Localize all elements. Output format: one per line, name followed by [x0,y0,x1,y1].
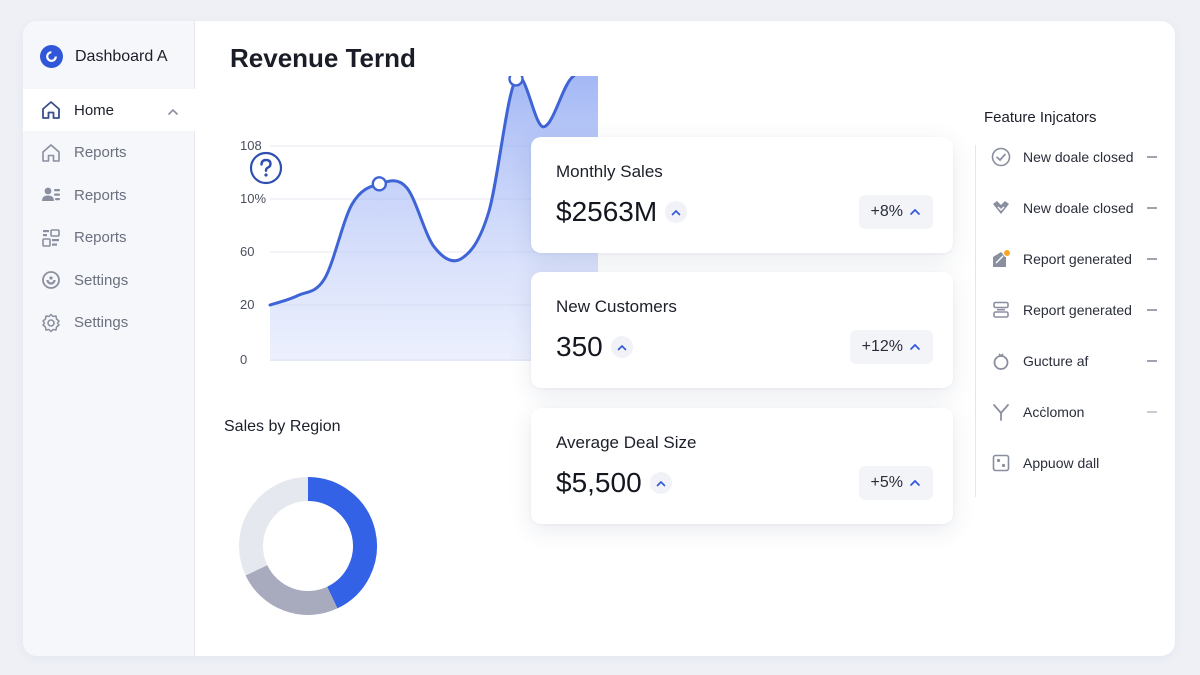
dash-icon [1147,258,1157,260]
list-item-label: Appuow dall [1023,455,1100,471]
list-item[interactable]: Report generated [989,298,1169,322]
kpi-delta-badge: +8% [858,195,933,229]
dash-icon [1147,411,1157,413]
dash-icon [1147,360,1157,362]
kpi-delta-badge: +12% [849,330,933,364]
donut-slice-3[interactable] [239,477,309,576]
kpi-card-average-deal-size[interactable]: Average Deal Size $5,500 +5% [531,408,953,524]
chevron-up-icon [910,208,920,215]
home-icon [39,98,63,122]
brand-name: Dashboard A [75,47,168,65]
sidebar-item-reports[interactable]: Reports [23,132,195,174]
sidebar-item-label: Reports [74,186,127,204]
brand-logo-icon [40,45,63,68]
kpi-value: $2563M [556,196,688,228]
sales-by-region-title: Sales by Region [224,418,341,435]
chevron-up-icon[interactable] [167,103,179,120]
data-point-marker[interactable] [508,71,524,87]
kpi-label: New Customers [556,297,677,316]
list-item-label: Acċlomon [1023,404,1085,420]
kpi-value-text: 350 [556,331,603,362]
revenue-area [270,62,598,361]
sidebar-item-label: Home [74,101,115,119]
trend-up-icon [649,472,672,494]
check-circle-icon [989,145,1013,169]
y-tick-label: 108 [240,138,262,153]
y-tick-label: 20 [240,297,254,312]
kpi-delta-text: +12% [861,338,903,355]
list-item[interactable]: Acċlomon [989,400,1169,424]
sidebar-item-reports-users[interactable]: Reports [23,174,195,216]
handshake-icon [989,196,1013,220]
kpi-label: Monthly Sales [556,162,663,181]
kpi-delta-badge: +5% [858,466,933,500]
divider [975,145,976,497]
list-item-label: Report generated [1023,251,1132,267]
dash-icon [1147,309,1157,311]
stack-icon [989,298,1013,322]
kpi-value-text: $2563M [556,196,658,227]
users-icon [39,183,63,207]
trend-up-icon [610,336,633,358]
page-title: Revenue Ternd [230,43,416,73]
sidebar-item-settings[interactable]: Settings [23,259,195,301]
chevron-up-icon [910,479,920,486]
list-item[interactable]: New doale closed [989,196,1169,220]
revenue-line [268,61,600,307]
data-point-marker[interactable] [371,176,388,192]
list-item[interactable]: Appuow dall [989,451,1169,475]
sidebar: Dashboard A Home Reports [23,21,195,656]
sidebar-item-label: Reports [74,229,127,247]
y-tick-label: 10% [240,191,266,206]
help-icon[interactable] [249,151,283,185]
sidebar-item-label: Settings [74,314,129,332]
list-item-label: New doale closed [1023,200,1134,216]
dash-icon [1147,207,1157,209]
list-item-label: Report generated [1023,302,1132,318]
kpi-delta-text: +8% [870,203,903,220]
y-tick-label: 0 [240,352,247,367]
list-item-label: Gucture af [1023,353,1089,369]
y-tick-label: 60 [240,244,254,259]
report-alert-icon [989,247,1013,271]
sidebar-item-settings-gear[interactable]: Settings [23,302,195,344]
gear-icon [39,311,63,335]
list-item[interactable]: Gucture af [989,349,1169,373]
kpi-value: $5,500 [556,467,672,499]
dashboard-window: Dashboard A Home Reports [23,21,1175,656]
donut-slice-2[interactable] [245,564,338,615]
kpi-delta-text: +5% [870,474,903,491]
report-grid-icon [39,226,63,250]
sidebar-item-reports-grid[interactable]: Reports [23,217,195,259]
list-item-label: New doale closed [1023,149,1134,165]
brand[interactable]: Dashboard A [40,45,168,68]
sidebar-nav: Home Reports Reports [23,89,195,345]
sidebar-item-home[interactable]: Home [23,89,195,131]
ring-icon [989,349,1013,373]
sales-by-region-chart [233,471,383,621]
kpi-label: Average Deal Size [556,433,697,452]
trend-up-icon [665,201,688,223]
feature-indicators-title: Feature Injcators [984,109,1097,126]
square-dot-icon [989,451,1013,475]
circle-gauge-icon [39,268,63,292]
home-outline-icon [39,141,63,165]
donut-slice-1[interactable] [307,477,377,609]
list-item[interactable]: Report generated [989,247,1169,271]
sidebar-item-label: Settings [74,271,129,289]
kpi-card-monthly-sales[interactable]: Monthly Sales $2563M +8% [531,137,953,253]
sidebar-item-label: Reports [74,144,127,162]
dash-icon [1147,156,1157,158]
kpi-value: 350 [556,331,633,363]
kpi-value-text: $5,500 [556,467,642,498]
donut-svg [239,477,377,615]
branch-icon [989,400,1013,424]
chevron-up-icon [910,343,920,350]
kpi-card-new-customers[interactable]: New Customers 350 +12% [531,272,953,388]
list-item[interactable]: New doale closed [989,145,1169,169]
